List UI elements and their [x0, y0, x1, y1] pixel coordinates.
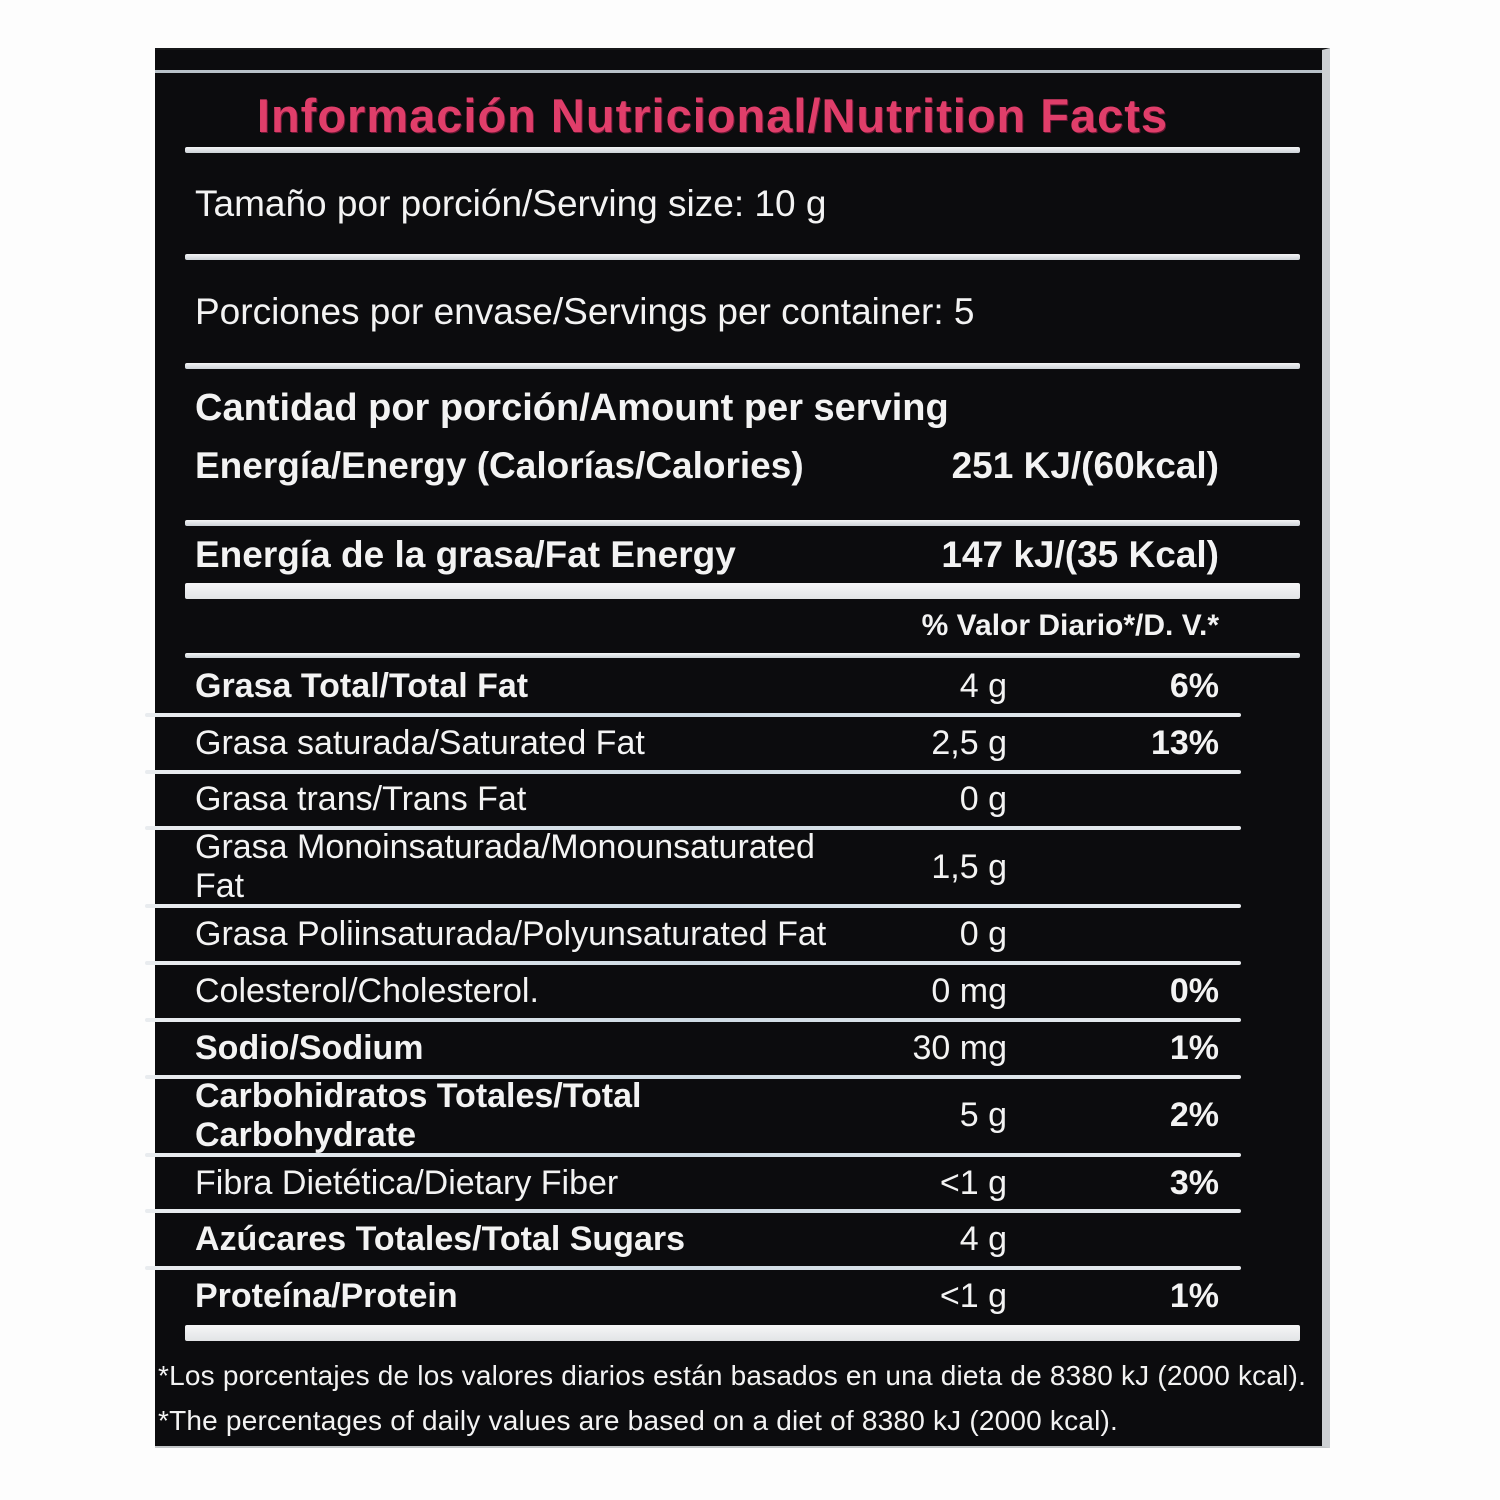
nutrient-label: Proteína/Protein — [195, 1277, 458, 1316]
nutrient-label: Grasa Poliinsaturada/Polyunsaturated Fat — [195, 915, 827, 954]
nutrient-label: Grasa Monoinsaturada/Monounsaturated Fat — [195, 828, 815, 906]
thick-divider — [185, 583, 1300, 599]
nutrient-dv: 1% — [1169, 1028, 1219, 1067]
footnote-spanish: *Los porcentajes de los valores diarios … — [158, 1360, 1307, 1391]
divider — [185, 254, 1300, 260]
nutrient-dv: 0% — [1169, 972, 1219, 1011]
nutrient-row: Grasa saturada/Saturated Fat 2,5 g 13% — [145, 712, 1322, 772]
label-title: Información Nutricional/Nutrition Facts — [256, 89, 1169, 142]
energy-value: 251 KJ/(60kcal) — [951, 445, 1219, 486]
panel-top-line — [155, 70, 1322, 73]
nutrient-label: Azúcares Totales/Total Sugars — [195, 1220, 685, 1259]
nutrient-label: Sodio/Sodium — [195, 1028, 424, 1067]
nutrient-dv: 2% — [1169, 1096, 1219, 1135]
nutrient-amount: 0 g — [959, 915, 1007, 954]
nutrient-row: Grasa Total/Total Fat 4 g 6% — [155, 658, 1322, 715]
nutrient-label: Colesterol/Cholesterol. — [195, 972, 539, 1011]
nutrient-row: Grasa trans/Trans Fat 0 g — [145, 769, 1322, 829]
energy-label: Energía/Energy (Calorías/Calories) — [195, 445, 804, 486]
nutrient-label: Grasa saturada/Saturated Fat — [195, 723, 645, 762]
energy-row: Energía/Energy (Calorías/Calories) 251 K… — [195, 445, 1322, 487]
nutrient-row: Fibra Dietética/Dietary Fiber <1 g 3% — [145, 1152, 1322, 1212]
nutrient-amount: 4 g — [959, 666, 1007, 705]
nutrient-row: Azúcares Totales/Total Sugars 4 g — [145, 1209, 1322, 1268]
nutrient-label: Carbohidratos Totales/Total Carbohydrate — [195, 1076, 642, 1154]
nutrient-amount: <1 g — [939, 1277, 1007, 1316]
nutrient-row: Grasa Poliinsaturada/Polyunsaturated Fat… — [145, 904, 1322, 963]
divider — [185, 653, 1300, 658]
daily-value-header: % Valor Diario*/D. V.* — [921, 609, 1219, 642]
nutrient-amount: <1 g — [939, 1163, 1007, 1202]
nutrient-dv: 13% — [1150, 723, 1219, 762]
divider — [185, 520, 1300, 526]
nutrient-row: Colesterol/Cholesterol. 0 mg 0% — [145, 961, 1322, 1020]
nutrient-amount: 30 mg — [912, 1028, 1008, 1067]
nutrition-label: Información Nutricional/Nutrition Facts … — [145, 48, 1330, 1448]
nutrient-dv: 6% — [1169, 666, 1219, 705]
fat-energy-value: 147 kJ/(35 Kcal) — [941, 533, 1219, 575]
divider — [185, 363, 1300, 369]
footnote-english: *The percentages of daily values are bas… — [158, 1405, 1119, 1436]
nutrient-amount: 2,5 g — [931, 723, 1007, 762]
nutrient-row: Grasa Monoinsaturada/Monounsaturated Fat… — [145, 826, 1322, 906]
nutrient-row: Sodio/Sodium 30 mg 1% — [145, 1017, 1322, 1077]
nutrient-amount: 0 mg — [931, 972, 1007, 1011]
nutrient-label: Grasa Total/Total Fat — [195, 666, 529, 705]
thick-divider — [185, 1325, 1300, 1341]
nutrient-amount: 0 g — [959, 780, 1007, 819]
fat-energy-label: Energía de la grasa/Fat Energy — [195, 533, 736, 575]
amount-per-serving-block: Cantidad por porción/Amount per serving … — [155, 369, 1322, 520]
nutrient-dv: 1% — [1169, 1277, 1219, 1316]
nutrient-row: Carbohidratos Totales/Total Carbohydrate… — [145, 1074, 1322, 1155]
fat-energy-row: Energía de la grasa/Fat Energy 147 kJ/(3… — [155, 526, 1322, 583]
servings-per-container-row: Porciones por envase/Servings per contai… — [195, 290, 975, 332]
nutrient-label: Grasa trans/Trans Fat — [195, 780, 527, 819]
nutrient-amount: 4 g — [959, 1220, 1007, 1259]
title-block: Información Nutricional/Nutrition Facts — [155, 50, 1322, 147]
nutrient-row: Proteína/Protein <1 g 1% — [145, 1266, 1322, 1325]
nutrient-amount: 1,5 g — [931, 847, 1007, 886]
footnotes: *Los porcentajes de los valores diarios … — [155, 1341, 1322, 1443]
nutrient-dv: 3% — [1169, 1163, 1219, 1202]
divider — [185, 147, 1300, 153]
nutrient-label: Fibra Dietética/Dietary Fiber — [195, 1163, 619, 1202]
nutrient-table: Grasa Total/Total Fat 4 g 6% Grasa satur… — [145, 658, 1322, 1325]
amount-per-serving-header: Cantidad por porción/Amount per serving — [195, 387, 949, 429]
nutrient-amount: 5 g — [959, 1096, 1007, 1135]
serving-size-row: Tamaño por porción/Serving size: 10 g — [195, 182, 827, 224]
